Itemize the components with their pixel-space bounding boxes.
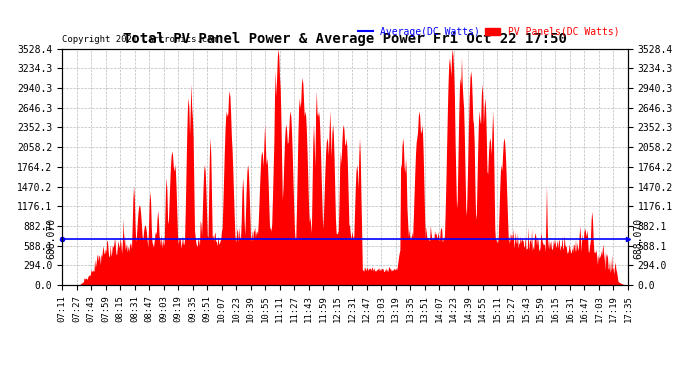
Title: Total PV Panel Power & Average Power Fri Oct 22 17:50: Total PV Panel Power & Average Power Fri… — [123, 32, 567, 46]
Text: 688.070: 688.070 — [46, 218, 57, 259]
Text: 688.070: 688.070 — [633, 218, 644, 259]
Legend: Average(DC Watts), PV Panels(DC Watts): Average(DC Watts), PV Panels(DC Watts) — [354, 23, 623, 40]
Text: Copyright 2021 Cartronics.com: Copyright 2021 Cartronics.com — [62, 35, 218, 44]
